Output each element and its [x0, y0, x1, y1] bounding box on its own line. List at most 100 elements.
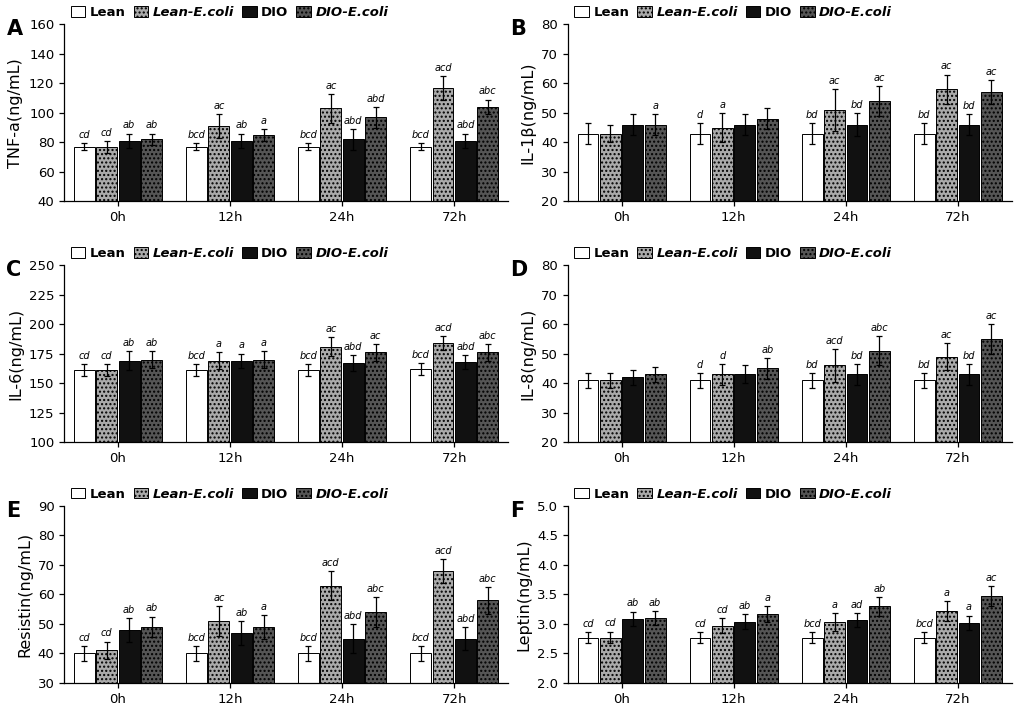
Bar — [141, 360, 162, 560]
Text: a: a — [830, 600, 837, 610]
Bar — [118, 361, 140, 560]
Text: acd: acd — [434, 545, 451, 555]
Bar — [141, 627, 162, 714]
Bar — [823, 622, 844, 714]
Bar — [935, 356, 956, 501]
Text: a: a — [965, 603, 971, 613]
Text: abd: abd — [455, 614, 474, 624]
Bar — [913, 134, 933, 261]
Bar — [230, 361, 252, 560]
Y-axis label: TNF-a(ng/mL): TNF-a(ng/mL) — [8, 58, 23, 168]
Bar — [801, 134, 821, 261]
Text: bcd: bcd — [412, 130, 429, 140]
Bar — [208, 126, 229, 261]
Bar — [432, 343, 453, 560]
Bar — [410, 653, 431, 714]
Text: ab: ab — [234, 608, 248, 618]
Bar — [342, 363, 364, 560]
Bar — [689, 638, 710, 714]
Text: ab: ab — [146, 603, 158, 613]
Bar — [711, 128, 733, 261]
Y-axis label: Leptin(ng/mL): Leptin(ng/mL) — [516, 538, 531, 650]
Bar — [477, 353, 497, 560]
Bar — [365, 353, 386, 560]
Bar — [230, 141, 252, 261]
Text: ab: ab — [760, 345, 772, 355]
Text: ab: ab — [146, 338, 158, 348]
Bar — [320, 109, 341, 261]
Text: bd: bd — [850, 351, 862, 361]
Text: cd: cd — [101, 128, 112, 138]
Bar — [935, 89, 956, 261]
Text: ac: ac — [213, 101, 224, 111]
Bar — [208, 621, 229, 714]
Bar — [756, 119, 776, 261]
Text: bd: bd — [962, 101, 974, 111]
Bar — [230, 633, 252, 714]
Bar — [689, 381, 710, 501]
Bar — [846, 620, 866, 714]
Bar — [298, 147, 319, 261]
Text: acd: acd — [825, 336, 843, 346]
Bar — [689, 134, 710, 261]
Bar — [577, 134, 598, 261]
Bar — [801, 381, 821, 501]
Text: bcd: bcd — [187, 351, 205, 361]
Text: a: a — [216, 339, 221, 349]
Bar — [141, 139, 162, 261]
Bar — [958, 623, 978, 714]
Text: acd: acd — [322, 558, 339, 568]
Bar — [622, 377, 643, 501]
Bar — [913, 381, 933, 501]
Bar — [96, 650, 117, 714]
Bar — [118, 141, 140, 261]
Text: bcd: bcd — [412, 633, 429, 643]
Bar — [118, 630, 140, 714]
Text: a: a — [238, 341, 244, 351]
Bar — [711, 374, 733, 501]
Text: a: a — [943, 588, 949, 598]
Text: ac: ac — [873, 73, 884, 83]
Bar — [935, 611, 956, 714]
Text: ab: ab — [123, 605, 136, 615]
Bar — [734, 125, 754, 261]
Text: bcd: bcd — [914, 619, 932, 629]
Text: abc: abc — [479, 331, 496, 341]
Text: a: a — [261, 602, 266, 612]
Text: acd: acd — [434, 323, 451, 333]
Bar — [185, 147, 207, 261]
Text: bd: bd — [805, 360, 817, 370]
Text: a: a — [718, 100, 725, 110]
Bar — [253, 627, 274, 714]
Bar — [454, 639, 476, 714]
Text: abc: abc — [479, 574, 496, 584]
Text: bcd: bcd — [300, 633, 317, 643]
Text: ab: ab — [626, 598, 638, 608]
Text: ac: ac — [984, 311, 997, 321]
Text: ac: ac — [325, 81, 336, 91]
Bar — [644, 374, 665, 501]
Bar — [868, 101, 889, 261]
Text: abd: abd — [343, 116, 362, 126]
Text: A: A — [6, 19, 22, 39]
Text: d: d — [696, 360, 702, 370]
Legend: Lean, Lean-E.coli, DIO, DIO-E.coli: Lean, Lean-E.coli, DIO, DIO-E.coli — [574, 488, 892, 501]
Text: d: d — [696, 110, 702, 120]
Text: abc: abc — [870, 323, 888, 333]
Text: bcd: bcd — [412, 350, 429, 360]
Bar — [185, 370, 207, 560]
Text: C: C — [6, 260, 21, 280]
Text: bcd: bcd — [187, 130, 205, 140]
Text: ab: ab — [234, 121, 248, 131]
Text: a: a — [763, 593, 769, 603]
Bar — [365, 117, 386, 261]
Bar — [980, 339, 1001, 501]
Text: bd: bd — [805, 110, 817, 120]
Y-axis label: IL-8(ng/mL): IL-8(ng/mL) — [520, 308, 535, 400]
Text: ab: ab — [648, 598, 660, 608]
Text: abd: abd — [455, 342, 474, 352]
Text: d: d — [718, 351, 725, 361]
Text: bd: bd — [962, 351, 974, 361]
Text: F: F — [510, 501, 524, 521]
Bar — [734, 374, 754, 501]
